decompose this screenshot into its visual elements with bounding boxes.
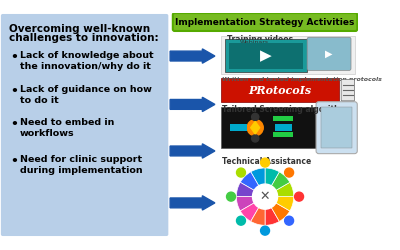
FancyBboxPatch shape [221,107,317,148]
FancyBboxPatch shape [230,124,247,131]
FancyBboxPatch shape [341,79,354,101]
FancyBboxPatch shape [307,37,351,70]
Wedge shape [236,197,265,211]
Text: Written and tested implementation protocols: Written and tested implementation protoc… [222,77,382,82]
FancyBboxPatch shape [275,124,292,131]
Wedge shape [265,197,290,222]
Circle shape [285,216,294,225]
FancyBboxPatch shape [229,43,303,69]
Text: Lack of knowledge about
the innovation/why do it: Lack of knowledge about the innovation/w… [20,51,153,71]
Wedge shape [265,172,290,197]
Circle shape [247,120,263,136]
Text: •: • [11,118,19,131]
Text: ✕: ✕ [260,190,270,203]
Wedge shape [251,168,265,197]
FancyBboxPatch shape [221,78,339,102]
Circle shape [252,184,278,209]
Text: challenges to innovation:: challenges to innovation: [9,33,158,43]
Circle shape [260,226,270,235]
FancyBboxPatch shape [273,132,293,137]
Wedge shape [240,197,265,222]
Text: •: • [11,154,19,168]
Text: Webinars: Webinars [240,40,269,45]
Text: Implementation Strategy Activities: Implementation Strategy Activities [175,18,355,26]
Wedge shape [251,197,265,225]
Circle shape [252,135,259,142]
Wedge shape [240,172,265,197]
Text: •: • [11,51,19,64]
Text: ▶: ▶ [260,48,272,64]
FancyArrow shape [170,144,215,158]
Text: Technical Assistance: Technical Assistance [222,157,311,166]
FancyBboxPatch shape [1,14,168,236]
Circle shape [294,192,304,201]
FancyArrow shape [170,49,215,63]
Circle shape [285,168,294,177]
Circle shape [236,168,246,177]
Polygon shape [251,122,260,134]
Wedge shape [265,168,279,197]
Text: Training videos: Training videos [226,34,293,43]
FancyBboxPatch shape [316,102,357,154]
FancyBboxPatch shape [273,116,293,121]
Text: Need to embed in
workflows: Need to embed in workflows [20,118,114,138]
Text: Need for clinic support
during implementation: Need for clinic support during implement… [20,154,142,175]
Circle shape [252,113,259,120]
FancyBboxPatch shape [173,13,357,31]
Text: Lack of guidance on how
to do it: Lack of guidance on how to do it [20,85,152,105]
Wedge shape [265,197,279,225]
FancyBboxPatch shape [225,39,307,72]
Wedge shape [236,182,265,197]
Text: Tailored Screening algorithm: Tailored Screening algorithm [222,105,348,114]
Text: PRotocoIs: PRotocoIs [249,84,312,96]
Text: Overcoming well-known: Overcoming well-known [9,24,150,34]
Wedge shape [265,182,294,197]
FancyBboxPatch shape [322,107,352,148]
Text: ▶: ▶ [325,48,332,58]
Circle shape [236,216,246,225]
Circle shape [226,192,236,201]
FancyArrow shape [170,196,215,210]
Wedge shape [265,197,294,211]
FancyArrow shape [170,97,215,112]
Text: •: • [11,85,19,98]
FancyBboxPatch shape [221,36,356,74]
Circle shape [260,158,270,167]
